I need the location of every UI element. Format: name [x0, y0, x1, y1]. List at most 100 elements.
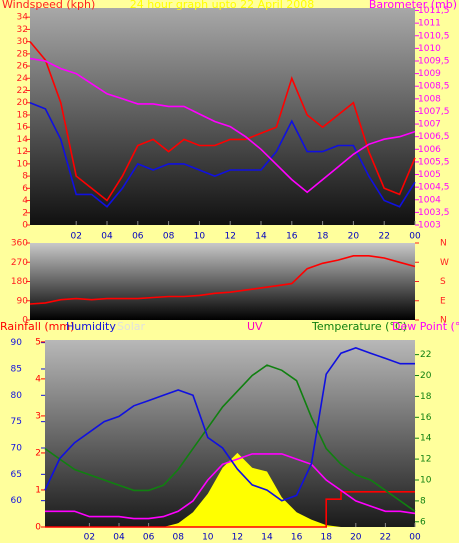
- y-tick-label: 10: [17, 159, 29, 169]
- series-line: [29, 101, 416, 208]
- y2-tick-label: 16: [420, 413, 432, 423]
- y2-tick-label: S: [440, 277, 446, 287]
- y2-tick-label: 10: [420, 475, 432, 485]
- y-tick-label: 30: [17, 37, 29, 47]
- y2-tick-label: 18: [420, 392, 432, 402]
- y3-tick-label: 3: [35, 411, 41, 421]
- series-line: [44, 347, 415, 502]
- y2-tick-label: 1011,5: [418, 6, 450, 16]
- y2-tick-label: 1004,5: [418, 183, 450, 193]
- y-tick-label: 90: [17, 296, 29, 306]
- y2-tick-label: 1008: [418, 94, 441, 104]
- y2-tick-label: 1009: [418, 69, 441, 79]
- x-tick-label: 00: [409, 533, 421, 543]
- x-tick-label: 04: [101, 232, 113, 242]
- y2-tick-label: 22: [420, 350, 431, 360]
- legend-entry: Solar: [117, 320, 146, 333]
- y2-tick-label: 1005: [418, 170, 441, 180]
- x-tick-label: 00: [409, 232, 421, 242]
- x-tick-label: 08: [172, 533, 184, 543]
- y2-tick-label: 8: [420, 496, 426, 506]
- y-tick-label: 28: [17, 49, 29, 59]
- y-tick-label: 24: [17, 74, 29, 84]
- y3-tick-label: 1: [35, 485, 41, 495]
- y3-tick-label: 5: [35, 337, 41, 347]
- y3-tick-label: 0: [35, 523, 41, 533]
- y-tick-label: 180: [11, 277, 28, 287]
- x-tick-label: 06: [132, 232, 144, 242]
- series-line: [44, 364, 416, 512]
- x-tick-label: 06: [143, 533, 155, 543]
- y-tick-label: 70: [11, 443, 23, 453]
- legend-entry: Dew Point (°C: [392, 320, 459, 333]
- series-line: [29, 57, 416, 194]
- y3-tick-label: 4: [35, 374, 41, 384]
- y-tick-label: 85: [11, 364, 22, 374]
- y2-tick-label: 1007,5: [418, 107, 450, 117]
- y-tick-label: 32: [17, 25, 28, 35]
- x-tick-label: 10: [202, 533, 214, 543]
- y-tick-label: 26: [17, 62, 29, 72]
- chart-title: 24 hour graph upto 22 April 2008: [130, 0, 315, 11]
- y-tick-label: 80: [11, 391, 23, 401]
- x-tick-label: 22: [380, 533, 391, 543]
- y2-tick-label: 1006: [418, 145, 441, 155]
- series-line: [45, 453, 416, 520]
- x-tick-label: 14: [255, 232, 267, 242]
- y2-tick-label: N: [440, 316, 447, 326]
- y2-tick-label: 1010: [418, 44, 441, 54]
- y-tick-label: 65: [11, 470, 22, 480]
- y-tick-label: 360: [11, 239, 28, 249]
- y2-tick-label: 1007: [418, 120, 441, 130]
- y-axis-title: Windspeed (kph): [2, 0, 95, 11]
- y-tick-label: 75: [11, 417, 22, 427]
- y2-tick-label: 20: [420, 371, 432, 381]
- y-tick-label: 22: [17, 86, 28, 96]
- x-tick-label: 02: [84, 533, 95, 543]
- x-tick-label: 08: [163, 232, 175, 242]
- y2-tick-label: 1008,5: [418, 82, 450, 92]
- y-tick-label: 8: [22, 172, 28, 182]
- y2-tick-label: 1009,5: [418, 56, 450, 66]
- y-tick-label: 4: [22, 196, 28, 206]
- y2-axis-title: Barometer (mb): [369, 0, 457, 11]
- series-line: [29, 41, 416, 202]
- plot-bg: [30, 243, 415, 320]
- x-tick-label: 04: [113, 533, 125, 543]
- x-tick-label: 20: [348, 232, 360, 242]
- y-tick-label: 90: [11, 338, 23, 348]
- y2-tick-label: E: [440, 296, 446, 306]
- y2-tick-label: 1011: [418, 19, 441, 29]
- y-tick-label: 34: [17, 13, 29, 23]
- y-tick-label: 16: [17, 123, 29, 133]
- y-tick-label: 6: [22, 184, 28, 194]
- y2-tick-label: 1003: [418, 221, 441, 231]
- y2-tick-label: W: [440, 258, 449, 268]
- x-tick-label: 16: [286, 232, 298, 242]
- y2-tick-label: 12: [420, 455, 431, 465]
- x-tick-label: 14: [261, 533, 273, 543]
- y-tick-label: 14: [17, 135, 29, 145]
- legend-entry: Rainfall (mm): [0, 320, 74, 333]
- y2-tick-label: 1003,5: [418, 208, 450, 218]
- series-line: [45, 490, 415, 528]
- x-tick-label: 18: [317, 232, 329, 242]
- y-tick-label: 18: [17, 110, 29, 120]
- x-tick-label: 22: [378, 232, 389, 242]
- y2-tick-label: 1010,5: [418, 31, 450, 41]
- y-tick-label: 2: [22, 208, 28, 218]
- y2-tick-label: 1006,5: [418, 132, 450, 142]
- x-tick-label: 16: [291, 533, 303, 543]
- y2-tick-label: 14: [420, 434, 432, 444]
- plot-bg: [30, 8, 415, 225]
- y-tick-label: 0: [22, 221, 28, 231]
- y-tick-label: 0: [22, 316, 28, 326]
- y2-tick-label: 1004: [418, 195, 441, 205]
- x-tick-label: 02: [70, 232, 81, 242]
- y2-tick-label: 6: [420, 517, 426, 527]
- legend-entry: Humidity: [66, 320, 116, 333]
- x-tick-label: 20: [350, 533, 362, 543]
- y3-tick-label: 2: [35, 448, 41, 458]
- annotation: UV: [247, 320, 263, 333]
- x-tick-label: 18: [320, 533, 332, 543]
